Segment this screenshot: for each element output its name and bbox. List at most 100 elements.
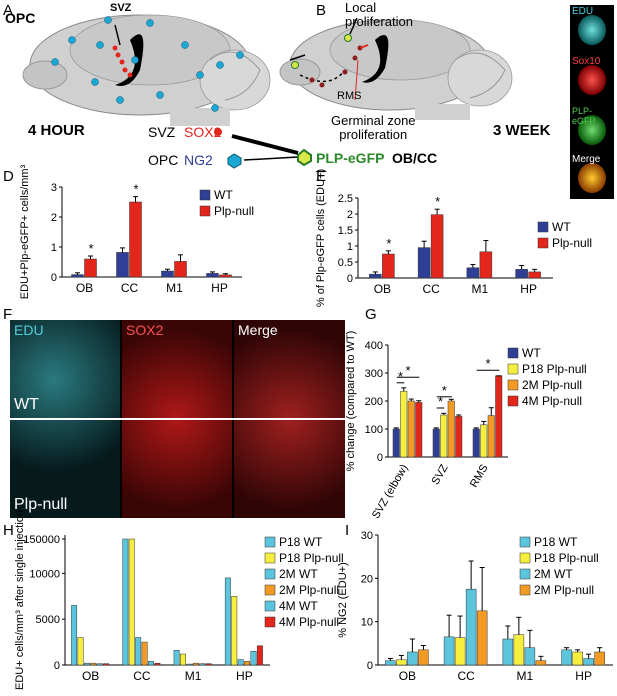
g-tick-label: 200 — [365, 396, 383, 408]
d-ylabel: EDU+Plp-eGFP+ cells/mm³ — [19, 164, 31, 299]
panel-letter-h: H — [3, 522, 14, 539]
germ-text: Germinal zone — [331, 113, 416, 128]
i-tick-label: 0 — [367, 660, 373, 672]
h-ylabel: EDU+ cells/mm³ after single injection — [14, 510, 26, 690]
d-tick-label: 2 — [51, 212, 57, 224]
d-category-label: OB — [76, 281, 93, 295]
d-star: * — [88, 241, 93, 256]
g-bar — [480, 424, 488, 458]
i-bar — [513, 634, 525, 666]
i-bar — [443, 636, 455, 666]
d-category-label: HP — [211, 281, 228, 295]
panel-letter-e: E — [316, 168, 327, 185]
panel-letter-f: F — [3, 306, 13, 323]
h-bar — [250, 651, 257, 666]
d-bar — [219, 274, 232, 278]
h-bar — [103, 663, 110, 666]
d-legend-swatch — [199, 189, 211, 201]
e-category-label: OB — [374, 282, 391, 296]
h-legend-swatch — [264, 600, 276, 612]
h-legend-label: P18 Plp-null — [279, 551, 344, 565]
i-bar — [385, 660, 396, 666]
h-bar — [237, 659, 244, 666]
h-legend-label: 2M WT — [279, 567, 318, 581]
e-bar — [528, 271, 541, 279]
h-bar — [173, 650, 180, 666]
label-rms-b: RMS — [337, 90, 362, 102]
g-legend-swatch — [507, 347, 519, 359]
g-star: * — [485, 356, 490, 371]
i-bar — [594, 651, 605, 666]
e-bar — [515, 269, 528, 279]
i-bar — [583, 658, 594, 666]
f-label-sox2: SOX2 — [126, 322, 164, 338]
h-bar — [128, 538, 135, 666]
d-category-label: M1 — [166, 281, 183, 295]
h-bar — [256, 645, 263, 666]
e-legend-label: Plp-null — [552, 236, 592, 250]
g-bar — [440, 414, 448, 458]
h-tick-label: 10000 — [29, 568, 60, 580]
i-tick-label: 30 — [361, 530, 373, 542]
panel-letter-g: G — [365, 306, 377, 323]
f-label-wt: WT — [14, 396, 39, 413]
d-legend-label: WT — [214, 188, 233, 202]
g-legend-swatch — [507, 395, 519, 407]
h-bar — [141, 641, 148, 666]
g-star: * — [442, 383, 447, 398]
h-legend-label: 4M Plp-null — [279, 615, 339, 629]
e-bar — [466, 267, 480, 279]
f-label-merge: Merge — [238, 322, 278, 338]
i-bar — [465, 588, 477, 666]
d-bar — [116, 252, 129, 278]
label-4-hour: 4 HOUR — [28, 122, 85, 139]
h-legend-swatch — [264, 552, 276, 564]
germ-text-2: proliferation — [339, 127, 408, 142]
e-category-label: CC — [422, 282, 440, 296]
g-tick-label: 400 — [365, 340, 383, 352]
g-bar — [455, 416, 463, 458]
h-legend-swatch — [264, 616, 276, 628]
panel-f-micrographs: EDU SOX2 Merge WT Plp-null — [10, 320, 345, 518]
h-bar — [71, 605, 78, 666]
d-category-label: CC — [121, 281, 139, 295]
h-tick-label: 5000 — [36, 614, 60, 626]
f-label-plp-null: Plp-null — [14, 496, 68, 513]
f-label-edu: EDU — [14, 322, 44, 338]
i-category-label: HP — [575, 669, 592, 683]
legend-ng2: NG2 — [184, 152, 213, 168]
h-legend-label: 2M Plp-null — [279, 583, 339, 597]
g-category-label: SVZ (elbow) — [370, 463, 411, 521]
g-legend-swatch — [507, 363, 519, 375]
d-bar — [129, 201, 142, 278]
h-bar — [122, 538, 129, 666]
h-legend-label: P18 WT — [279, 535, 323, 549]
panel-letter-a: A — [3, 2, 14, 19]
h-bar — [83, 662, 90, 666]
g-legend-label: 2M Plp-null — [522, 378, 582, 392]
local-text: Local — [345, 0, 377, 15]
c-label-merge: Merge — [572, 154, 601, 165]
d-tick-label: 0 — [51, 272, 57, 284]
h-legend-swatch — [264, 584, 276, 596]
e-tick-label: 0 — [347, 273, 353, 285]
h-tick-label: 0 — [54, 660, 60, 672]
d-bar — [71, 274, 84, 278]
i-legend-label: P18 Plp-null — [534, 551, 599, 565]
h-category-label: CC — [133, 669, 151, 683]
c-label-sox10: Sox10 — [572, 56, 601, 67]
h-bar — [77, 637, 84, 666]
g-category-label: RMS — [468, 463, 491, 490]
legend-sox2: SOX2 — [184, 124, 222, 140]
g-bar — [415, 402, 423, 458]
d-tick-label: 3 — [51, 182, 57, 194]
i-bar — [561, 649, 572, 666]
i-legend-label: P18 WT — [534, 535, 578, 549]
plp-hex-icon — [297, 148, 312, 167]
i-bar — [524, 647, 536, 666]
g-bar — [407, 400, 415, 458]
i-legend-swatch — [519, 584, 531, 596]
i-category-label: CC — [457, 669, 475, 683]
brain-a — [22, 14, 271, 126]
